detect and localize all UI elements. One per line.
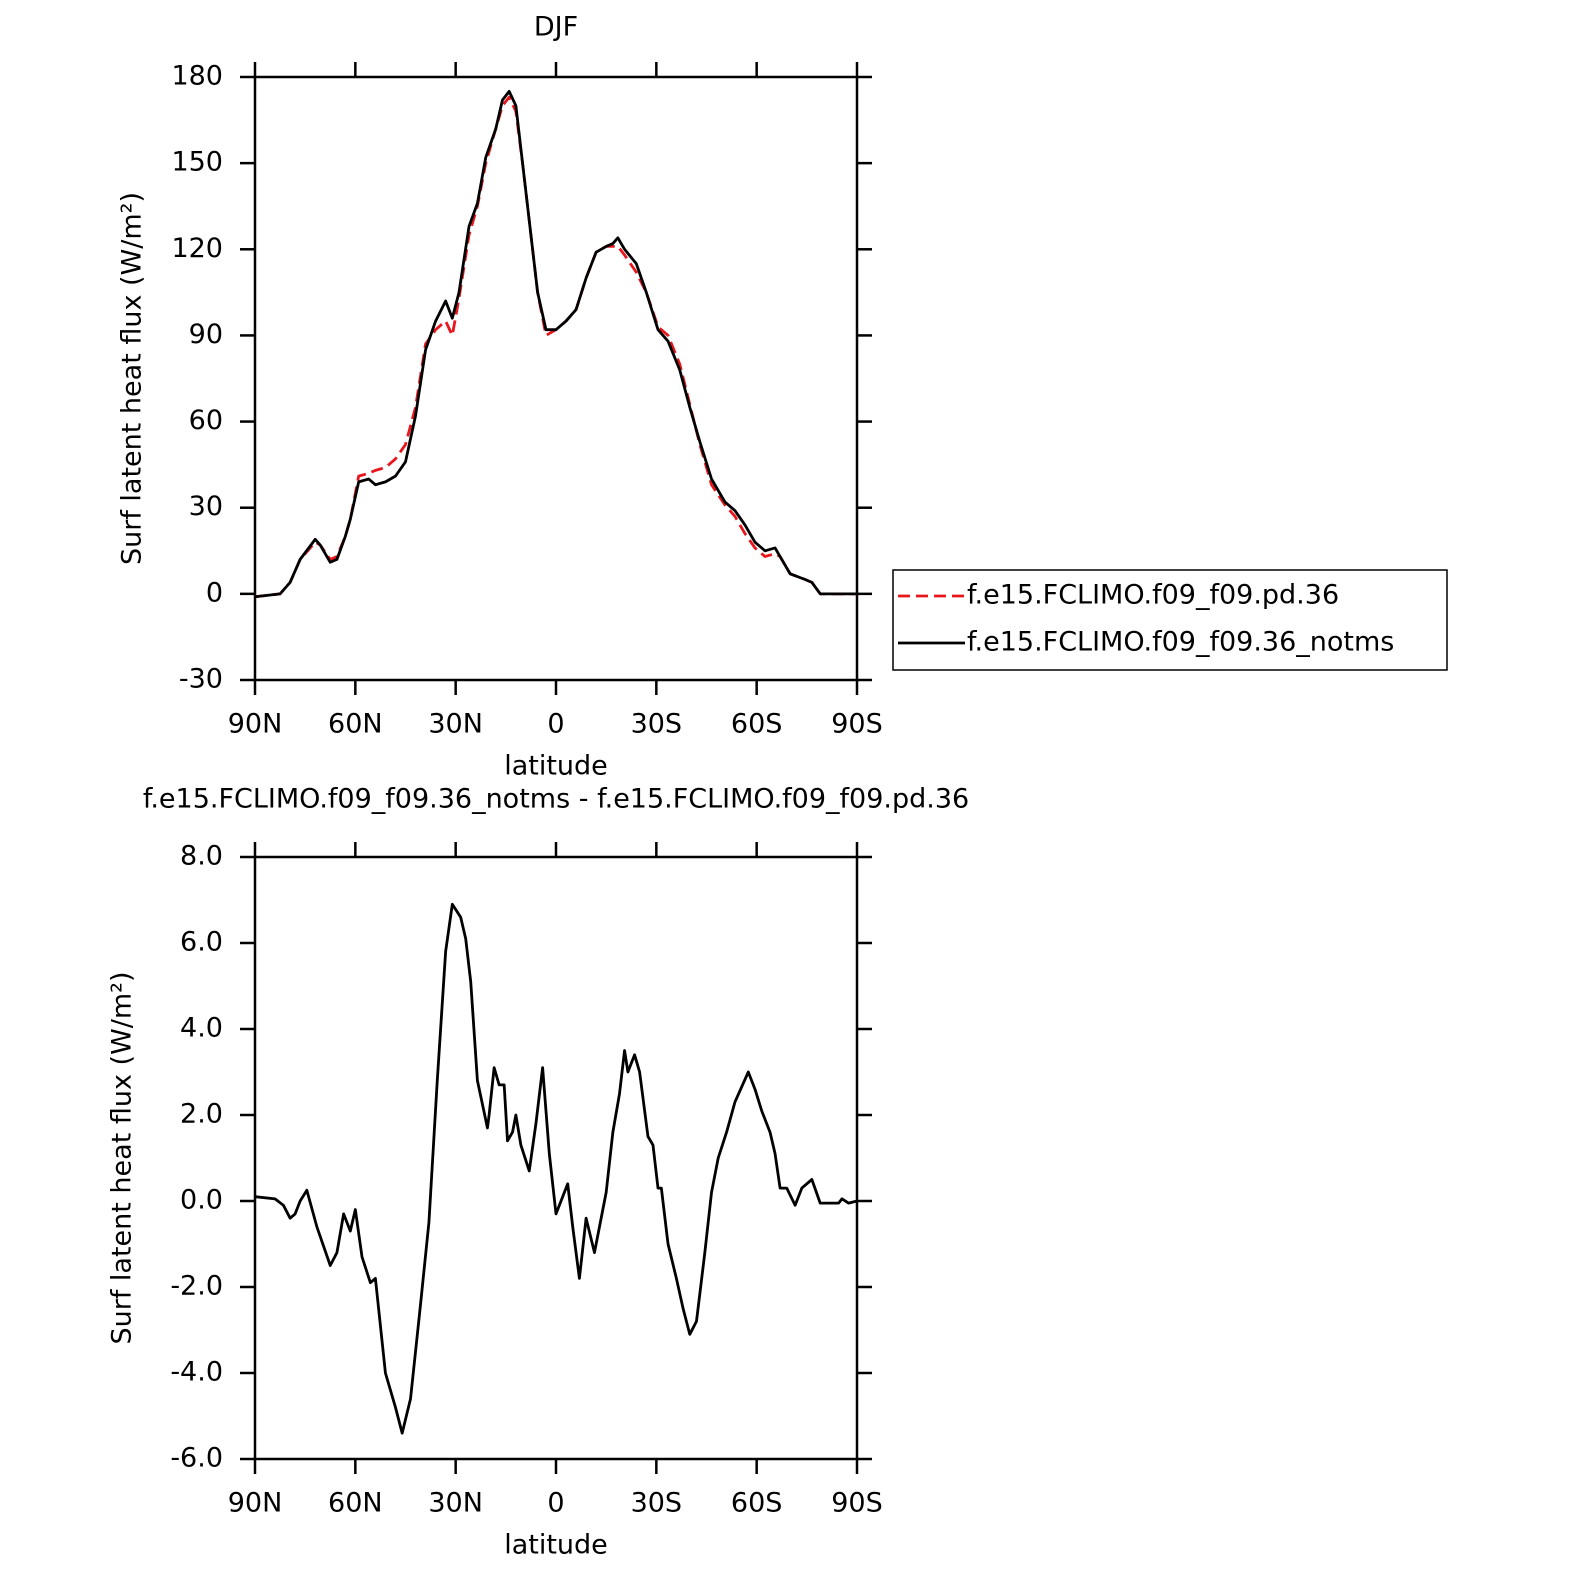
- y-tick-label: 2.0: [180, 1099, 223, 1130]
- plot-frame: [253, 75, 859, 682]
- y-tick-label: -6.0: [170, 1443, 223, 1474]
- y-tick-label: 6.0: [180, 927, 223, 958]
- x-tick-label: 60S: [731, 709, 783, 740]
- y-tick-label: 0: [206, 577, 223, 608]
- x-tick-label: 90S: [831, 1488, 883, 1519]
- x-tick-label: 30N: [428, 709, 483, 740]
- y-tick-label: -2.0: [170, 1271, 223, 1302]
- chart-title: DJF: [534, 12, 578, 43]
- legend-box: [892, 569, 1448, 671]
- x-tick-label: 30S: [631, 1488, 683, 1519]
- x-tick-label: 90S: [831, 709, 883, 740]
- x-tick-label: 60S: [731, 1488, 783, 1519]
- x-tick-label: 0: [547, 1488, 564, 1519]
- x-tick-label: 90N: [228, 709, 283, 740]
- x-tick-label: 60N: [328, 709, 383, 740]
- y-tick-label: 30: [189, 491, 223, 522]
- y-tick-label: 4.0: [180, 1013, 223, 1044]
- x-axis-label: latitude: [504, 1530, 608, 1561]
- x-axis-label: latitude: [504, 751, 608, 782]
- x-tick-label: 30N: [428, 1488, 483, 1519]
- y-tick-label: 90: [189, 319, 223, 350]
- x-tick-label: 30S: [631, 709, 683, 740]
- data-line: [254, 902, 858, 1435]
- data-line: [254, 89, 857, 599]
- data-line: [254, 95, 857, 599]
- y-tick-label: 150: [171, 147, 223, 178]
- y-tick-label: 0.0: [180, 1185, 223, 1216]
- y-tick-label: 120: [171, 233, 223, 264]
- y-tick-label: 8.0: [180, 841, 223, 872]
- legend-label: f.e15.FCLIMO.f09_f09.pd.36: [967, 580, 1339, 611]
- y-axis-label: Surf latent heat flux (W/m²): [107, 971, 138, 1344]
- x-tick-label: 0: [547, 709, 564, 740]
- legend-label: f.e15.FCLIMO.f09_f09.36_notms: [967, 627, 1394, 658]
- y-tick-label: -30: [179, 664, 223, 695]
- y-tick-label: 60: [189, 405, 223, 436]
- plot-frame: [253, 855, 859, 1461]
- y-tick-label: -4.0: [170, 1357, 223, 1388]
- y-tick-label: 180: [171, 61, 223, 92]
- chart-title: f.e15.FCLIMO.f09_f09.36_notms - f.e15.FC…: [143, 784, 969, 815]
- x-tick-label: 60N: [328, 1488, 383, 1519]
- y-axis-label: Surf latent heat flux (W/m²): [117, 192, 148, 565]
- x-tick-label: 90N: [228, 1488, 283, 1519]
